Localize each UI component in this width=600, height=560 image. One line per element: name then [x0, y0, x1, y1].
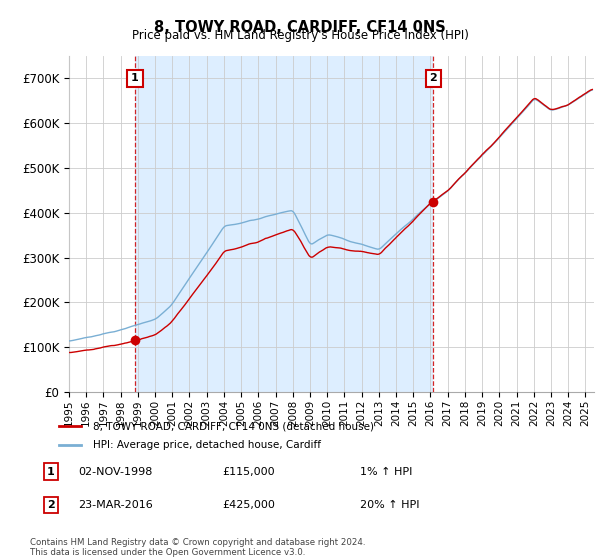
- Text: 1: 1: [131, 73, 139, 83]
- Text: Price paid vs. HM Land Registry's House Price Index (HPI): Price paid vs. HM Land Registry's House …: [131, 29, 469, 42]
- Bar: [135, 56, 433, 392]
- Text: 20% ↑ HPI: 20% ↑ HPI: [360, 500, 419, 510]
- Text: 2: 2: [47, 500, 55, 510]
- Text: 1: 1: [47, 466, 55, 477]
- Text: 8, TOWY ROAD, CARDIFF, CF14 0NS (detached house): 8, TOWY ROAD, CARDIFF, CF14 0NS (detache…: [92, 421, 374, 431]
- Text: 2: 2: [430, 73, 437, 83]
- Text: Contains HM Land Registry data © Crown copyright and database right 2024.
This d: Contains HM Land Registry data © Crown c…: [30, 538, 365, 557]
- Text: HPI: Average price, detached house, Cardiff: HPI: Average price, detached house, Card…: [92, 440, 320, 450]
- Text: 02-NOV-1998: 02-NOV-1998: [78, 466, 152, 477]
- Text: 1% ↑ HPI: 1% ↑ HPI: [360, 466, 412, 477]
- Text: 23-MAR-2016: 23-MAR-2016: [78, 500, 153, 510]
- Text: £425,000: £425,000: [222, 500, 275, 510]
- Text: £115,000: £115,000: [222, 466, 275, 477]
- Text: 8, TOWY ROAD, CARDIFF, CF14 0NS: 8, TOWY ROAD, CARDIFF, CF14 0NS: [154, 20, 446, 35]
